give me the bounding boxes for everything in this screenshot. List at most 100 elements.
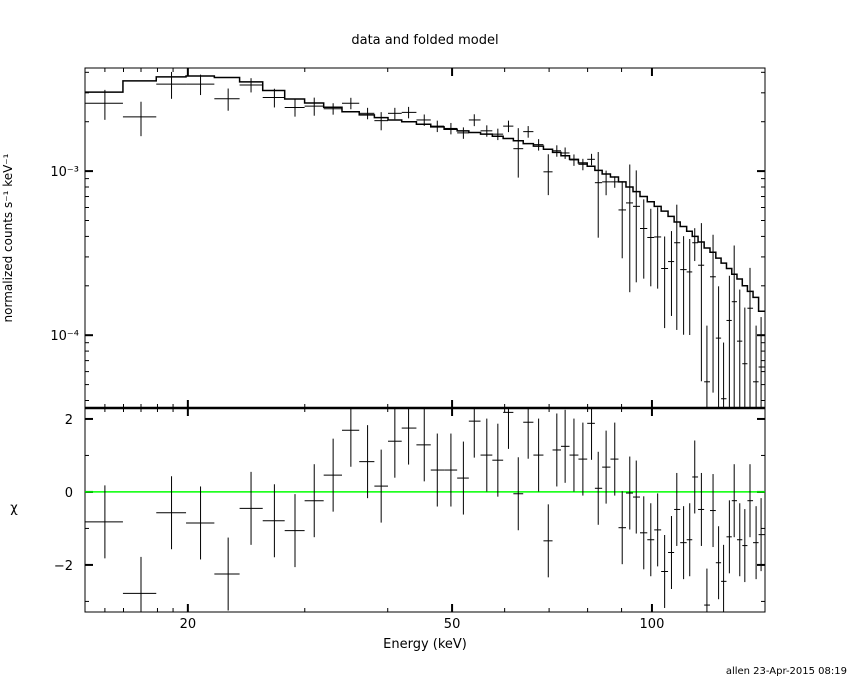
residual-point	[610, 422, 619, 496]
data-point	[416, 114, 431, 126]
data-point	[560, 147, 570, 159]
residual-point	[323, 438, 342, 512]
residual-point	[416, 408, 431, 482]
data-point	[587, 153, 595, 166]
residual-point	[618, 491, 626, 565]
residual-point	[753, 506, 759, 580]
data-point	[503, 120, 514, 133]
data-point	[457, 127, 469, 139]
data-point	[736, 289, 743, 408]
data-point	[341, 97, 360, 110]
residual-point	[587, 408, 595, 460]
residual-point	[156, 476, 187, 550]
data-point	[239, 78, 263, 93]
data-point	[492, 128, 504, 141]
residual-point	[640, 496, 648, 570]
data-point	[618, 181, 626, 259]
residual-point	[388, 408, 402, 478]
data-point	[674, 204, 681, 330]
data-point	[715, 286, 722, 408]
y-tick-label: −2	[54, 559, 73, 574]
residual-point	[698, 472, 705, 546]
data-point	[468, 114, 481, 127]
residual-point	[374, 449, 389, 523]
data-point	[726, 275, 732, 408]
data-point	[709, 234, 716, 393]
top-y-axis-label: normalized counts s⁻¹ keV⁻¹	[1, 153, 15, 322]
x-tick-label: 50	[444, 617, 461, 632]
residual-point	[480, 418, 493, 492]
residual-point	[186, 486, 215, 560]
residual-point	[747, 464, 754, 538]
data-point	[284, 99, 305, 117]
residual-point	[721, 544, 727, 612]
residual-point	[715, 526, 722, 600]
data-point	[647, 208, 655, 287]
data-point	[753, 325, 759, 408]
residual-point	[492, 423, 504, 497]
residual-point	[85, 485, 123, 559]
data-point	[85, 89, 123, 120]
data-point	[122, 101, 157, 137]
data-point	[156, 71, 187, 99]
data-point	[680, 236, 687, 335]
residual-point	[533, 418, 544, 492]
top-frame	[84, 67, 766, 409]
data-point	[523, 126, 534, 138]
data-point	[359, 107, 375, 120]
data-point	[602, 170, 611, 196]
residual-point	[647, 503, 655, 577]
residual-point	[122, 556, 157, 612]
residual-point	[578, 422, 588, 496]
data-point	[374, 112, 389, 131]
data-point	[654, 207, 662, 289]
residual-point	[239, 471, 263, 545]
residual-point	[262, 484, 285, 558]
data-point	[543, 154, 553, 196]
residual-point	[552, 413, 561, 487]
residual-point	[214, 537, 240, 611]
data-point	[552, 145, 561, 157]
model-step-line	[85, 75, 765, 312]
data-point	[640, 199, 648, 279]
residual-point	[726, 500, 732, 574]
bottom-frame	[84, 407, 766, 613]
data-point	[625, 164, 634, 293]
x-tick-label: 20	[180, 617, 197, 632]
residual-point	[661, 534, 669, 608]
residual-point	[284, 494, 305, 568]
y-tick-label: 0	[65, 486, 73, 501]
x-axis-label: Energy (keV)	[383, 637, 467, 652]
data-point	[569, 154, 579, 166]
residual-point	[692, 440, 699, 514]
data-point	[610, 176, 619, 188]
residual-point	[633, 460, 641, 534]
bottom-y-axis-label: χ	[10, 501, 18, 516]
data-point	[388, 107, 402, 120]
data-point	[401, 106, 417, 119]
residual-point	[668, 516, 675, 590]
data-point	[533, 139, 544, 151]
residual-point	[569, 418, 579, 492]
x-tick-label: 100	[640, 617, 665, 632]
residual-point	[430, 433, 445, 507]
residual-point	[468, 408, 481, 458]
residual-point	[594, 451, 603, 525]
footer-timestamp: allen 23-Apr-2015 08:19	[726, 666, 847, 677]
y-tick-label: 10⁻³	[50, 165, 79, 180]
residual-point	[731, 464, 737, 538]
data-point	[686, 238, 693, 336]
data-point	[513, 128, 524, 178]
data-point	[747, 267, 754, 408]
residual-point	[543, 504, 553, 578]
residual-point	[359, 425, 375, 499]
residual-point	[736, 503, 743, 577]
top-panel: 10⁻³ 10⁻⁴	[50, 67, 766, 410]
data-point	[480, 125, 493, 137]
residual-point	[680, 506, 687, 580]
data-point	[698, 223, 705, 382]
residual-point	[709, 474, 716, 548]
data-point	[692, 228, 699, 262]
